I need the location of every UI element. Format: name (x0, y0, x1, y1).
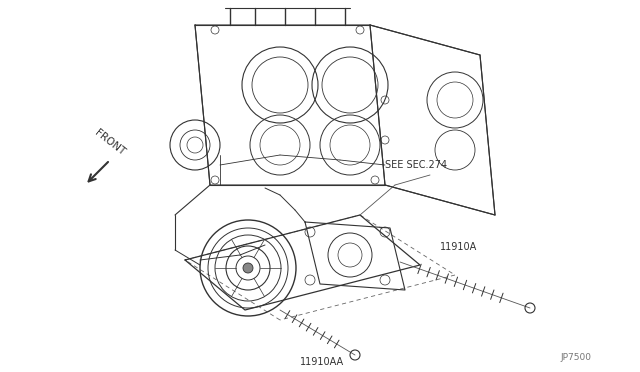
Text: 11910A: 11910A (440, 242, 477, 252)
Circle shape (243, 263, 253, 273)
Text: JP7500: JP7500 (560, 353, 591, 362)
Text: 11910AA: 11910AA (300, 357, 344, 367)
Text: SEE SEC.274: SEE SEC.274 (385, 160, 447, 170)
Text: FRONT: FRONT (93, 128, 127, 157)
